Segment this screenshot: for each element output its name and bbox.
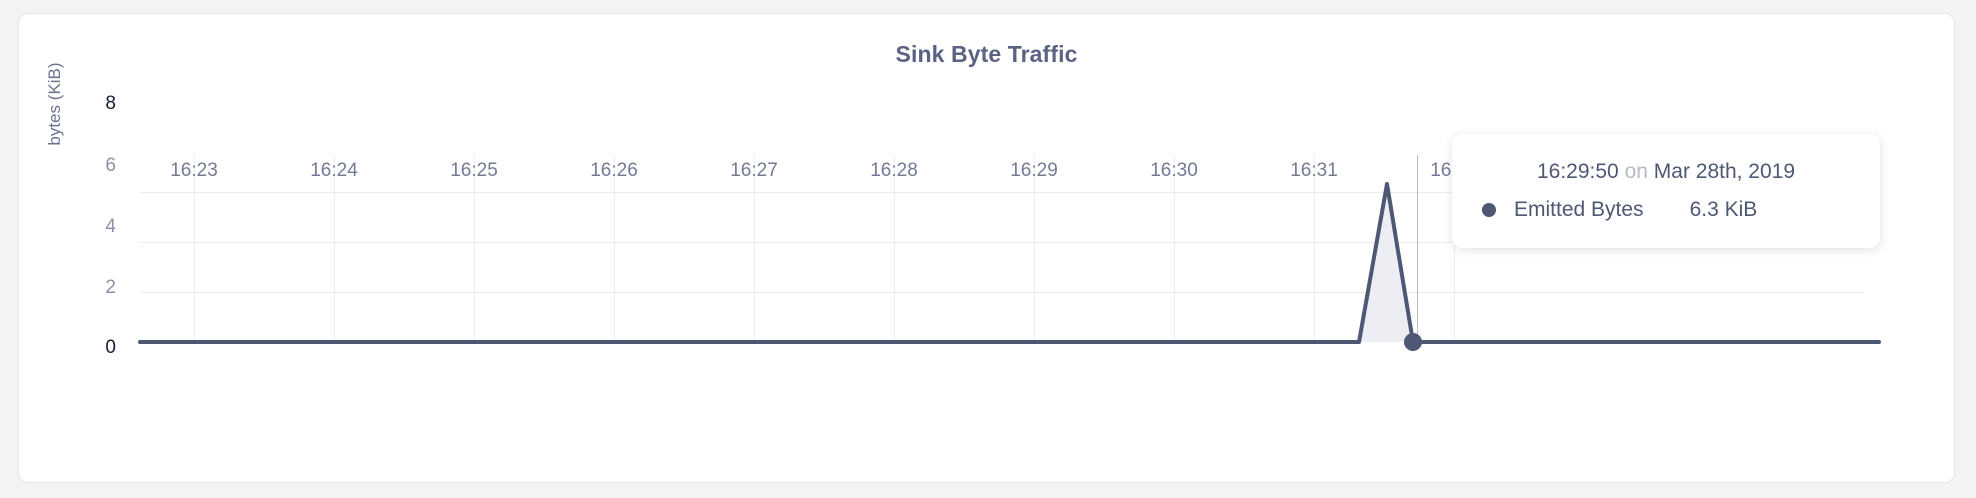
hover-marker-dot[interactable] bbox=[1404, 333, 1422, 351]
y-tick-label-8: 8 bbox=[105, 93, 116, 114]
gridline-horizontal-2 bbox=[140, 292, 1864, 293]
x-tick-label-1: 16:24 bbox=[310, 160, 358, 181]
chart-card: Sink Byte Traffic bytes (KiB) 8 6 4 2 0 bbox=[18, 13, 1955, 483]
gridline-vertical-1624 bbox=[334, 155, 335, 342]
gridline-vertical-1627 bbox=[754, 155, 755, 342]
tooltip-date: Mar 28th, 2019 bbox=[1653, 160, 1796, 183]
gridline-horizontal-6 bbox=[140, 192, 1864, 193]
gridline-vertical-1623 bbox=[194, 155, 195, 342]
gridline-vertical-1625 bbox=[474, 155, 475, 342]
crosshair-line bbox=[1417, 155, 1418, 343]
x-tick-label-8: 16:31 bbox=[1290, 160, 1338, 181]
y-tick-label-6: 6 bbox=[105, 155, 116, 176]
gridline-vertical-1631 bbox=[1314, 155, 1315, 342]
gridline-horizontal-4 bbox=[140, 242, 1864, 243]
gridline-vertical-1632 bbox=[1454, 155, 1455, 342]
tooltip-series-value: 6.3 KiB bbox=[1689, 198, 1758, 221]
gridline-vertical-1629 bbox=[1034, 155, 1035, 342]
tooltip-connector: on bbox=[1624, 160, 1648, 183]
y-tick-label-2: 2 bbox=[105, 277, 116, 298]
tooltip-series-row: Emitted Bytes 6.3 KiB bbox=[1482, 198, 1850, 222]
gridline-vertical-1628 bbox=[894, 155, 895, 342]
page-title: Sink Byte Traffic bbox=[895, 41, 1078, 67]
series-emitted-bytes bbox=[138, 182, 1881, 344]
x-tick-label-7: 16:30 bbox=[1150, 160, 1198, 181]
x-tick-label-3: 16:26 bbox=[590, 160, 638, 181]
series-bullet-icon bbox=[1482, 203, 1496, 217]
x-tick-label-0: 16:23 bbox=[170, 160, 218, 181]
x-tick-label-2: 16:25 bbox=[450, 160, 498, 181]
series-line bbox=[138, 182, 1881, 344]
x-tick-label-6: 16:29 bbox=[1010, 160, 1058, 181]
x-tick-label-4: 16:27 bbox=[730, 160, 778, 181]
tooltip-time: 16:29:50 bbox=[1536, 160, 1619, 183]
plot-area: 16:23 16:24 16:25 16:26 16:27 16:28 16:2… bbox=[138, 142, 1881, 351]
tooltip-series-name: Emitted Bytes bbox=[1514, 198, 1644, 221]
y-axis-title: bytes (KiB) bbox=[45, 62, 64, 146]
chart-tooltip: 16:29:50 on Mar 28th, 2019 Emitted Bytes… bbox=[1452, 134, 1880, 248]
gridline-vertical-1626 bbox=[614, 155, 615, 342]
x-tick-label-5: 16:28 bbox=[870, 160, 918, 181]
gridline-vertical-1630 bbox=[1174, 155, 1175, 342]
y-tick-label-4: 4 bbox=[105, 216, 116, 237]
tooltip-header: 16:29:50 on Mar 28th, 2019 bbox=[1482, 160, 1850, 184]
y-tick-label-0: 0 bbox=[105, 337, 116, 358]
